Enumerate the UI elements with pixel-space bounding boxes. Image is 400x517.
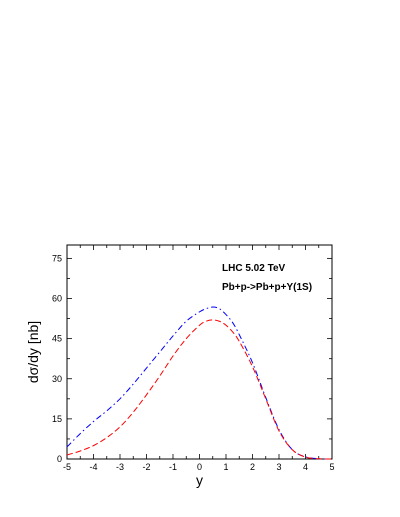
x-tick-label: -3 bbox=[116, 462, 124, 472]
x-tick-label: -2 bbox=[142, 462, 150, 472]
y-tick-label: 0 bbox=[57, 454, 62, 464]
y-tick-label: 60 bbox=[52, 294, 62, 304]
x-tick-label: 5 bbox=[329, 462, 334, 472]
x-axis-title: y bbox=[196, 472, 203, 488]
x-tick-label: -5 bbox=[63, 462, 71, 472]
x-tick-label: 1 bbox=[223, 462, 228, 472]
series-line-dashed bbox=[66, 319, 333, 460]
x-tick-label: 2 bbox=[250, 462, 255, 472]
x-tick-label: 0 bbox=[197, 462, 202, 472]
annotation-energy: LHC 5.02 TeV bbox=[222, 263, 285, 274]
x-tick-label: -4 bbox=[89, 462, 97, 472]
x-tick-label: 3 bbox=[276, 462, 281, 472]
y-tick-label: 30 bbox=[52, 374, 62, 384]
x-tick-label: 4 bbox=[303, 462, 308, 472]
y-tick-label: 75 bbox=[52, 253, 62, 263]
series-line-dash-dot bbox=[66, 306, 333, 460]
annotation-process: Pb+p->Pb+p+Υ(1S) bbox=[222, 282, 312, 293]
y-axis-title: dσ/dy [nb] bbox=[25, 321, 41, 383]
y-tick-label: 45 bbox=[52, 334, 62, 344]
plot-frame bbox=[66, 244, 333, 460]
y-tick-label: 15 bbox=[52, 414, 62, 424]
series-lines bbox=[66, 306, 333, 460]
x-tick-label: -1 bbox=[169, 462, 177, 472]
